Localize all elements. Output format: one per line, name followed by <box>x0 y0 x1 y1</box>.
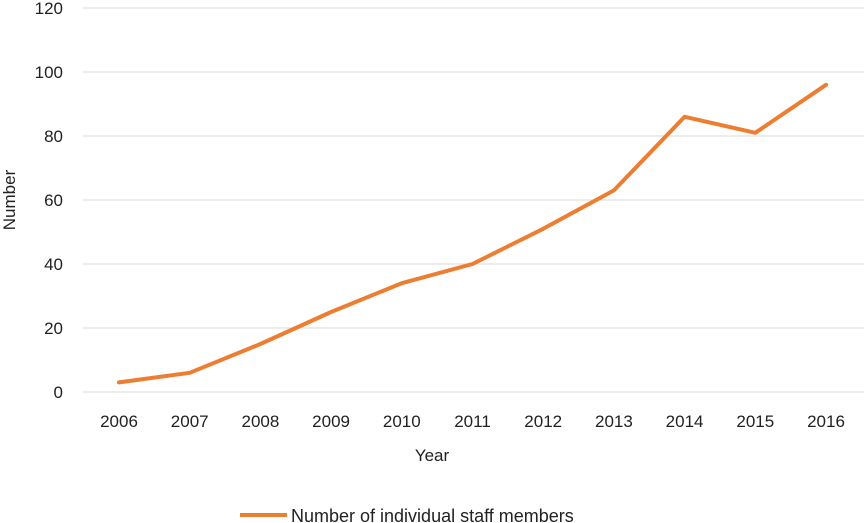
legend-label: Number of individual staff members <box>291 506 574 523</box>
x-tick-label: 2014 <box>666 412 704 431</box>
series-line-0 <box>117 82 828 385</box>
x-tick-label: 2008 <box>241 412 279 431</box>
y-tick-label: 40 <box>44 255 63 274</box>
y-axis-title: Number <box>0 169 19 230</box>
x-tick-label: 2010 <box>383 412 421 431</box>
y-tick-label: 120 <box>35 0 63 18</box>
x-tick-label: 2013 <box>595 412 633 431</box>
x-tick-label: 2011 <box>454 412 491 431</box>
y-tick-label: 80 <box>44 127 63 146</box>
y-tick-label: 20 <box>44 319 63 338</box>
gridlines <box>83 7 864 393</box>
x-tick-labels: 2006 2007 2008 2009 2010 2011 2012 2013 2014 2015… <box>100 412 845 431</box>
y-tick-label: 100 <box>35 63 63 82</box>
legend: Number of individual staff members <box>240 506 574 523</box>
x-tick-label: 2006 <box>100 412 138 431</box>
y-tick-labels: 0 20 40 60 80 100 120 <box>35 0 63 402</box>
x-tick-label: 2015 <box>736 412 774 431</box>
x-axis-title: Year <box>415 446 450 465</box>
y-tick-label: 60 <box>44 191 63 210</box>
x-tick-label: 2009 <box>312 412 350 431</box>
x-tick-label: 2016 <box>807 412 845 431</box>
y-tick-label: 0 <box>54 383 63 402</box>
x-tick-label: 2007 <box>171 412 209 431</box>
x-tick-label: 2012 <box>524 412 562 431</box>
series-lines <box>117 82 828 385</box>
